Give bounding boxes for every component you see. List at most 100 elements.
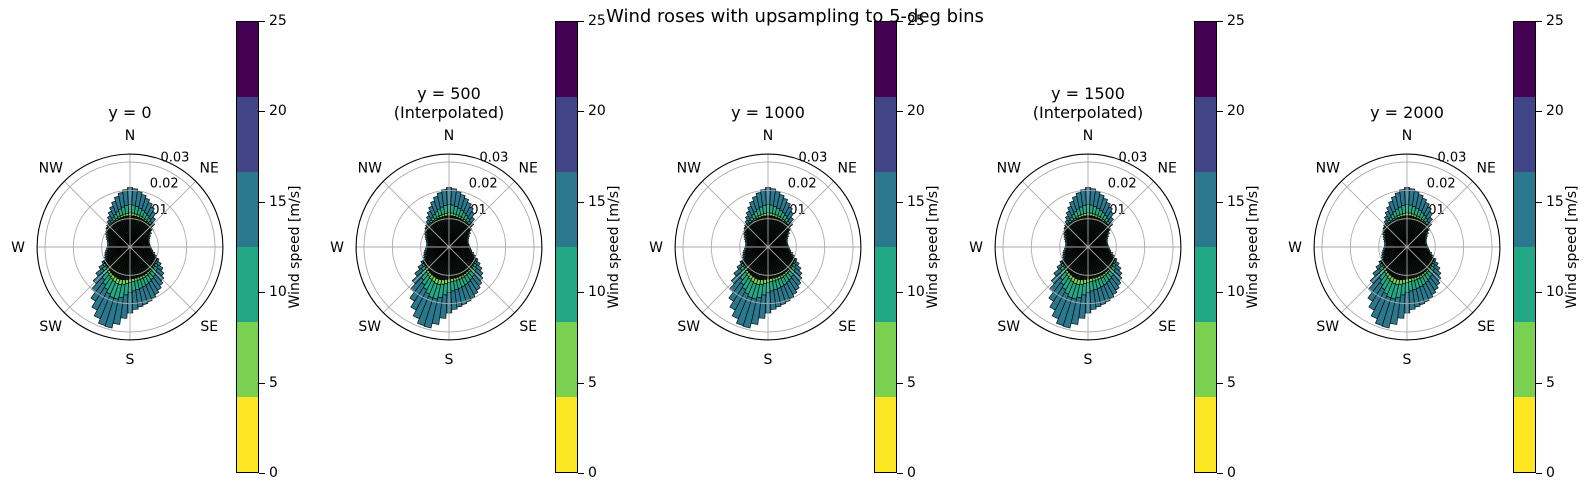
colorbar-tick-label: 20 <box>269 103 287 120</box>
colorbar-segment <box>875 97 896 172</box>
wind-rose-bar-segment <box>423 297 438 329</box>
compass-label: NW <box>677 161 701 177</box>
colorbar-tick-mark <box>1536 473 1542 474</box>
wind-rose-bar-segment <box>776 194 785 210</box>
colorbar-tick-mark <box>259 292 265 294</box>
wind-rose-bar-segment <box>423 251 427 256</box>
wind-rose-bar-segment <box>105 249 109 253</box>
wind-rose-bar-segment <box>425 247 428 251</box>
compass-label: SW <box>358 319 381 335</box>
wind-rose-plot: 0.010.020.03NNEESESSWWNW <box>11 128 246 368</box>
wind-rose-bar-segment <box>148 231 152 235</box>
wind-rose-bar-segment <box>1426 216 1433 224</box>
subplot-title-line1: y = 2000 <box>1370 103 1444 122</box>
colorbar-tick-label: 5 <box>1546 374 1555 391</box>
colorbar-tick-mark <box>578 473 584 474</box>
wind-rose-bar-segment <box>1082 204 1087 214</box>
compass-label: N <box>1402 128 1412 144</box>
wind-rose-panel-2: y = 500 (Interpolated) 0.010.020.03NNEES… <box>319 0 637 495</box>
wind-rose-bar-segment <box>124 204 129 214</box>
radial-tick-label: 0.03 <box>799 151 828 166</box>
wind-rose-bar-segment <box>1399 189 1406 206</box>
wind-rose-bar-segment <box>1048 282 1065 302</box>
wind-rose-bar-segment <box>786 231 790 235</box>
angular-gridline <box>448 180 516 248</box>
wind-rose-bar-segment <box>1425 231 1429 235</box>
wind-rose-bar-segment <box>1412 191 1420 208</box>
wind-rose-bar-segment <box>143 201 153 215</box>
wind-rose-bar-segment <box>466 236 470 240</box>
colorbar-tick-mark <box>1217 21 1223 22</box>
angular-gridline <box>63 180 131 248</box>
wind-rose-bar-segment <box>1382 249 1386 253</box>
colorbar-tick-mark <box>578 201 584 203</box>
wind-rose-bar-segment <box>1375 295 1392 327</box>
colorbar-tick-label: 0 <box>588 465 597 481</box>
colorbar-tick-mark <box>259 21 265 22</box>
colorbar-segment <box>556 397 577 472</box>
colorbar-tick-label: 5 <box>907 374 916 391</box>
colorbar-tick-label: 20 <box>1546 103 1564 120</box>
colorbar-tick-label: 10 <box>907 284 925 301</box>
colorbar-tick-label: 0 <box>1546 465 1555 481</box>
compass-label: W <box>1288 240 1302 256</box>
compass-label: S <box>126 352 135 368</box>
wind-rose-bar-segment <box>787 216 794 224</box>
colorbar-tick-label: 15 <box>907 193 925 210</box>
wind-rose-bar-segment <box>462 201 472 215</box>
angular-gridline <box>767 180 835 248</box>
colorbar-tick-mark <box>897 111 903 113</box>
colorbar-segment <box>1195 322 1216 397</box>
compass-label: NW <box>997 161 1021 177</box>
colorbar-tick-mark <box>578 292 584 294</box>
compass-label: W <box>11 240 25 256</box>
colorbar-gradient <box>1194 21 1217 473</box>
colorbar: Wind speed [m/s] 0 5 10 15 20 25 <box>236 14 318 480</box>
wind-rose-bar-segment <box>1381 297 1396 329</box>
subplot-title: y = 500 (Interpolated) <box>319 84 579 122</box>
colorbar-tick-mark <box>1536 111 1542 113</box>
angular-gridline <box>129 180 197 248</box>
radial-tick-label: 0.03 <box>480 151 509 166</box>
colorbar-gradient <box>236 21 259 473</box>
colorbar-segment <box>1514 97 1535 172</box>
colorbar-segment <box>875 22 896 97</box>
figure-title: Wind roses with upsampling to 5-deg bins <box>606 6 984 27</box>
colorbar-tick-label: 0 <box>907 465 916 481</box>
subplot-title-line2: (Interpolated) <box>1032 103 1144 122</box>
colorbar-tick-mark <box>259 473 265 474</box>
colorbar-gradient <box>555 21 578 473</box>
polar-spine <box>36 153 224 341</box>
compass-label: S <box>445 352 454 368</box>
subplot-title: y = 1000 <box>638 84 898 122</box>
wind-rose-bar-segment <box>147 236 151 240</box>
colorbar-segment <box>1514 247 1535 322</box>
colorbar-axis-label: Wind speed [m/s] <box>287 185 303 309</box>
polar-spine <box>1313 153 1501 341</box>
wind-rose-bar-segment <box>104 251 108 256</box>
subplot-title: y = 0 <box>0 84 260 122</box>
colorbar-segment <box>237 97 258 172</box>
wind-rose-bar-segment <box>729 287 747 311</box>
colorbar-tick-label: 0 <box>1227 465 1236 481</box>
wind-rose-bar-segment <box>468 216 475 224</box>
wind-rose-bar-segment <box>1080 189 1087 206</box>
colorbar-segment <box>237 22 258 97</box>
colorbar-tick-label: 10 <box>1546 284 1564 301</box>
wind-rose-bar-segment <box>1420 201 1430 215</box>
colorbar-segment <box>875 172 896 247</box>
compass-label: SE <box>200 319 218 335</box>
wind-rose-bar-segment <box>1368 287 1386 311</box>
colorbar-tick-label: 20 <box>907 103 925 120</box>
angular-gridline <box>701 180 769 248</box>
colorbar-tick-mark <box>259 111 265 113</box>
colorbar-tick-label: 25 <box>907 13 925 29</box>
wind-rose-bar-segment <box>742 251 746 256</box>
wind-rose-bar-segment <box>1062 297 1077 329</box>
angular-gridline <box>1021 246 1089 314</box>
compass-label: SE <box>1477 319 1495 335</box>
radial-tick-label: 0.02 <box>1427 177 1456 192</box>
radial-tick-label: 0.03 <box>161 151 190 166</box>
wind-rose-bar-segment <box>784 206 793 217</box>
colorbar-tick-label: 5 <box>588 374 597 391</box>
